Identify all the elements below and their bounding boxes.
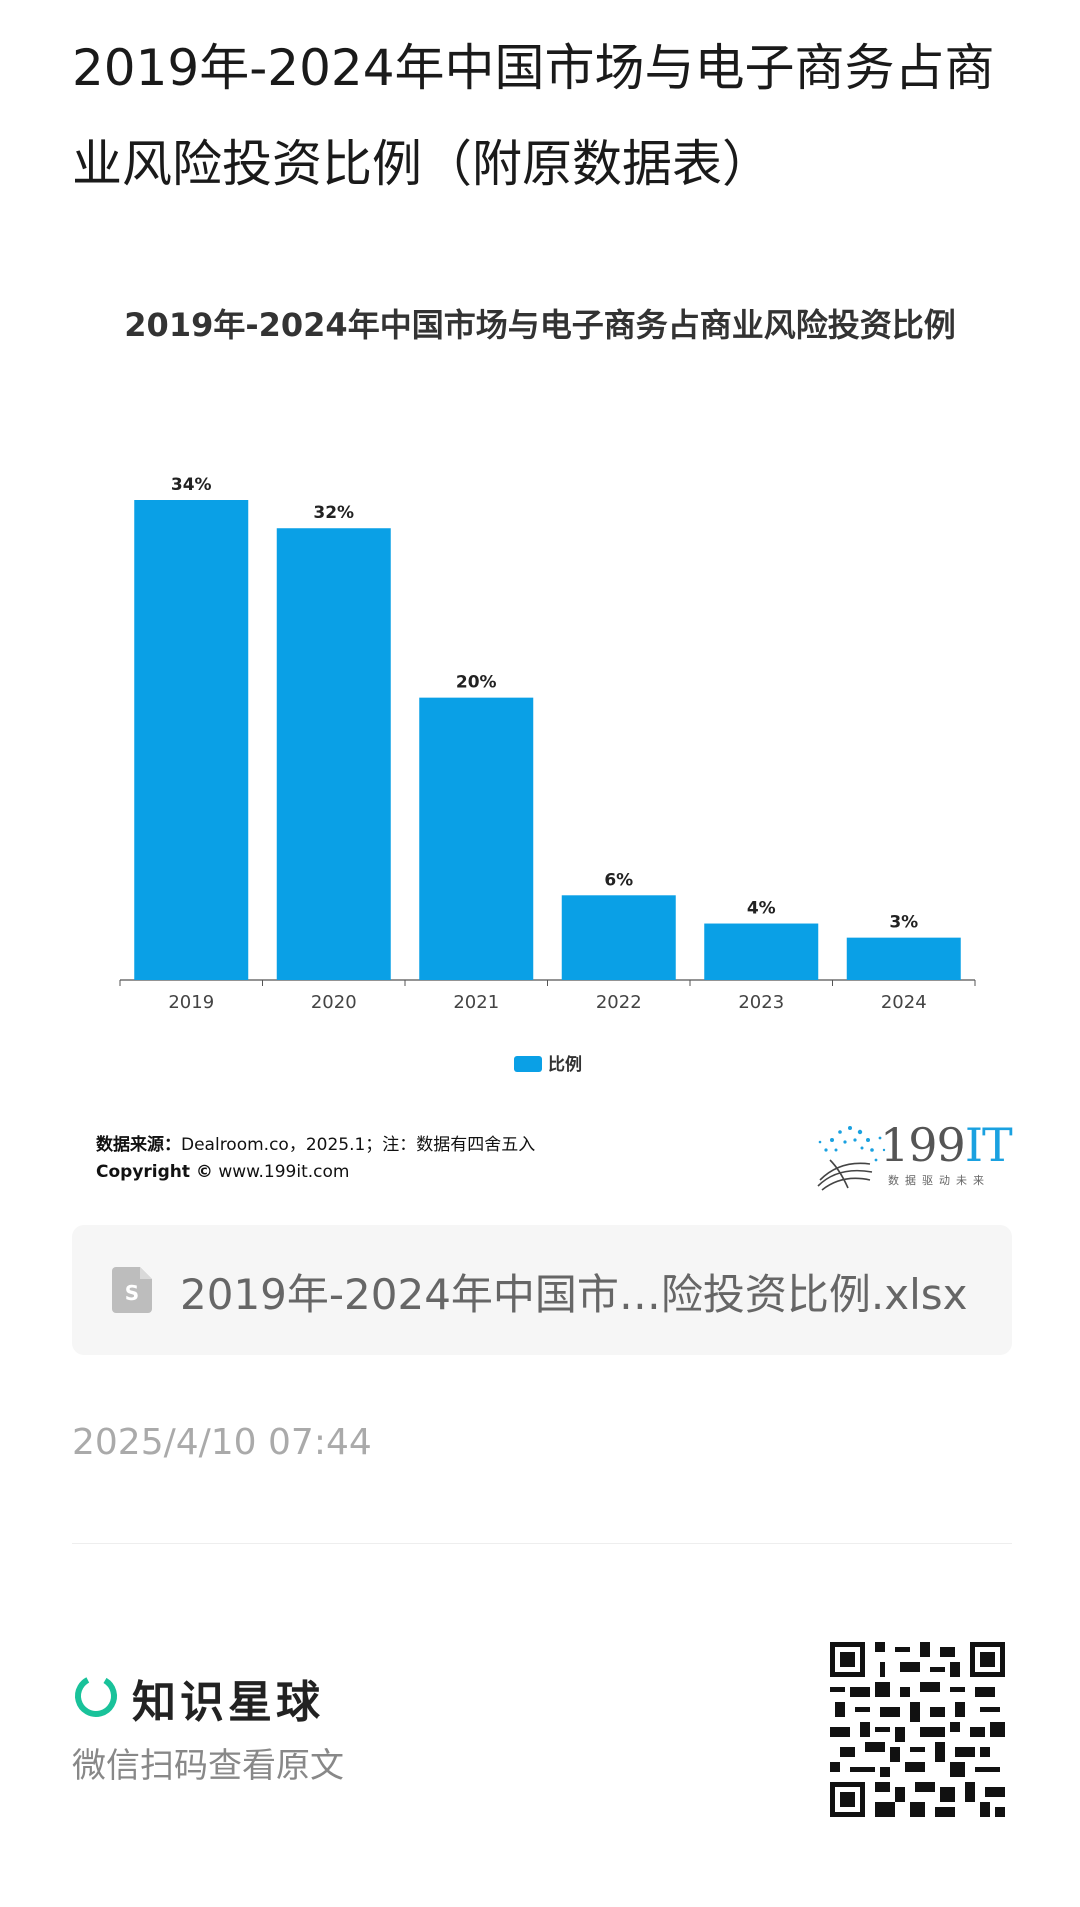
- copyright-url: www.199it.com: [218, 1162, 350, 1182]
- dandelion-logo-icon: [817, 1126, 886, 1191]
- file-name: 2019年-2024年中国市…险投资比例.xlsx: [180, 1270, 968, 1319]
- data-label-2020: 32%: [313, 503, 354, 523]
- bar-2022: [561, 895, 676, 980]
- x-tick-label-2021: 2021: [453, 992, 499, 1013]
- spreadsheet-file-icon: S: [112, 1267, 152, 1313]
- x-tick-label-2019: 2019: [168, 992, 214, 1013]
- chart-title: 2019年-2024年中国市场与电子商务占商业风险投资比例: [124, 306, 956, 344]
- bar-2024: [846, 937, 961, 980]
- legend-label: 比例: [548, 1054, 582, 1075]
- bar-2021: [419, 697, 534, 980]
- data-label-2022: 6%: [604, 870, 633, 890]
- post-timestamp: 2025/4/10 07:44: [72, 1422, 372, 1463]
- divider: [72, 1543, 1012, 1544]
- scan-hint: 微信扫码查看原文: [72, 1746, 344, 1786]
- zsxq-ring-icon: [75, 1675, 117, 1717]
- app-name: 知识星球: [132, 1677, 324, 1728]
- x-tick-label-2023: 2023: [738, 992, 784, 1013]
- bar-2020: [276, 528, 391, 980]
- x-tick-label-2024: 2024: [881, 992, 927, 1013]
- brand-slogan: 数据驱动未来: [888, 1174, 990, 1187]
- x-tick-label-2020: 2020: [311, 992, 357, 1013]
- bar-2023: [704, 923, 819, 980]
- data-source: 数据来源：Dealroom.co，2025.1；注：数据有四舍五入: [96, 1130, 535, 1155]
- brand-name-it: IT: [964, 1118, 1013, 1172]
- data-label-2019: 34%: [171, 475, 212, 495]
- data-source-text: Dealroom.co，2025.1；注：数据有四舍五入: [181, 1135, 536, 1155]
- svg-text:S: S: [125, 1281, 139, 1305]
- qr-code-icon[interactable]: [830, 1642, 1005, 1817]
- x-tick-label-2022: 2022: [596, 992, 642, 1013]
- page-title: 2019年-2024年中国市场与电子商务占商业风险投资比例（附原数据表）: [72, 39, 995, 193]
- data-label-2023: 4%: [747, 899, 776, 919]
- brand-name: 199IT: [880, 1118, 1013, 1172]
- bar-chart: 34% 2019 32% 2020 20% 2021 6% 2022 4% 2023 3% 2024 比…: [119, 475, 976, 1075]
- data-label-2024: 3%: [889, 913, 918, 933]
- data-label-2021: 20%: [456, 673, 497, 693]
- legend-swatch: [514, 1056, 542, 1072]
- file-attachment-card[interactable]: S 2019年-2024年中国市…险投资比例.xlsx: [72, 1225, 1012, 1355]
- brand-name-num: 199: [880, 1118, 966, 1172]
- data-source-label: 数据来源：: [96, 1135, 181, 1155]
- copyright-label: Copyright ©: [96, 1162, 213, 1182]
- copyright: Copyright © www.199it.com: [96, 1162, 349, 1182]
- bar-2019: [134, 500, 249, 980]
